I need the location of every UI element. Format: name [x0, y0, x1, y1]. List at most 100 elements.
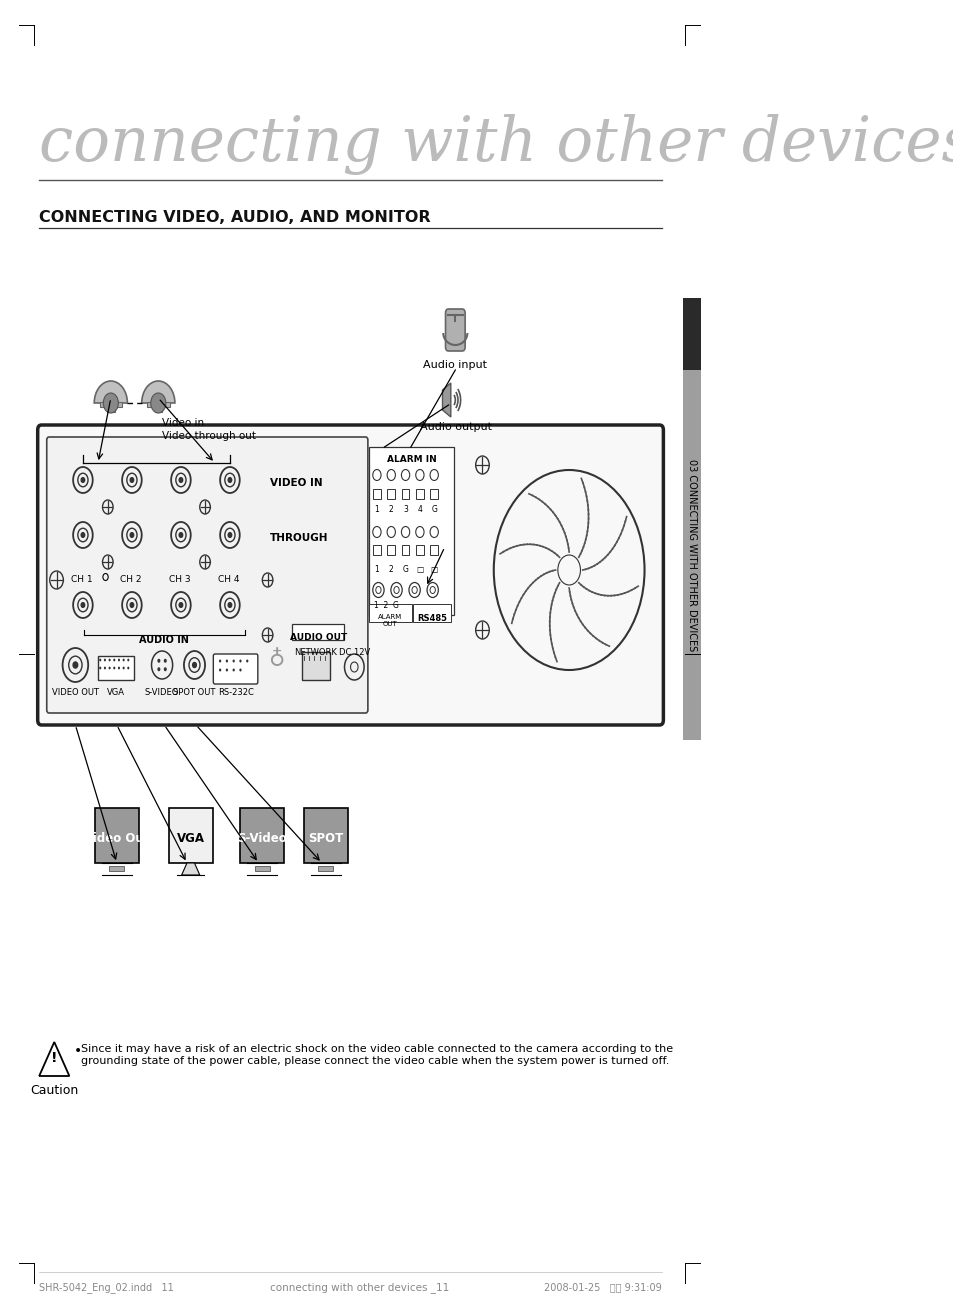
Text: DC 12V: DC 12V: [338, 647, 370, 657]
Circle shape: [226, 659, 228, 662]
Text: S-Video: S-Video: [237, 832, 287, 845]
Text: Audio input: Audio input: [423, 360, 487, 370]
Text: ALARM IN: ALARM IN: [386, 455, 436, 464]
Bar: [416, 489, 423, 498]
Bar: [369, 447, 454, 615]
Bar: [95, 808, 138, 863]
Circle shape: [109, 667, 111, 670]
Circle shape: [103, 392, 118, 413]
Circle shape: [99, 667, 101, 670]
Bar: [416, 545, 423, 555]
Bar: [154, 405, 162, 412]
Circle shape: [81, 532, 85, 538]
Text: !: !: [51, 1052, 57, 1065]
Text: 03 CONNECTING WITH OTHER DEVICES: 03 CONNECTING WITH OTHER DEVICES: [686, 459, 697, 651]
Bar: [254, 866, 270, 871]
Wedge shape: [142, 381, 174, 403]
Circle shape: [179, 477, 182, 483]
FancyBboxPatch shape: [445, 309, 465, 351]
Text: CONNECTING VIDEO, AUDIO, AND MONITOR: CONNECTING VIDEO, AUDIO, AND MONITOR: [39, 211, 431, 225]
Text: NETWORK: NETWORK: [294, 647, 337, 657]
Circle shape: [73, 662, 77, 668]
Polygon shape: [39, 1042, 70, 1076]
Circle shape: [113, 667, 115, 670]
Bar: [387, 545, 395, 555]
Text: 1: 1: [375, 565, 379, 574]
Wedge shape: [94, 381, 128, 403]
Text: CH 1: CH 1: [71, 576, 92, 583]
Text: 2: 2: [389, 505, 394, 514]
Circle shape: [228, 532, 232, 538]
Circle shape: [233, 659, 234, 662]
FancyBboxPatch shape: [213, 654, 257, 684]
Text: VGA: VGA: [107, 688, 125, 697]
Text: ♁: ♁: [268, 650, 285, 670]
Text: 2008-01-25   오전 9:31:09: 2008-01-25 오전 9:31:09: [543, 1282, 661, 1292]
Circle shape: [118, 667, 120, 670]
Text: 1: 1: [375, 505, 379, 514]
Bar: [169, 808, 213, 863]
Circle shape: [109, 659, 111, 662]
Text: AUDIO OUT: AUDIO OUT: [289, 633, 346, 642]
Text: Video in
Video through out: Video in Video through out: [162, 419, 255, 441]
Circle shape: [226, 668, 228, 671]
Text: RS485: RS485: [416, 613, 447, 623]
Circle shape: [233, 668, 234, 671]
Text: connecting with other devices _11: connecting with other devices _11: [270, 1282, 449, 1292]
Text: S-VIDEO: S-VIDEO: [145, 688, 179, 697]
Text: G: G: [402, 565, 408, 574]
Circle shape: [239, 659, 241, 662]
Text: ALARM
OUT: ALARM OUT: [378, 613, 402, 627]
Text: □: □: [416, 565, 423, 574]
Circle shape: [151, 392, 166, 413]
Text: □: □: [430, 565, 437, 574]
Circle shape: [219, 668, 221, 671]
Circle shape: [219, 659, 221, 662]
Text: AUDIO IN: AUDIO IN: [139, 634, 189, 645]
Circle shape: [122, 659, 125, 662]
Text: SPOT: SPOT: [308, 832, 343, 845]
Text: connecting with other devices: connecting with other devices: [39, 114, 953, 175]
Circle shape: [179, 532, 182, 538]
Circle shape: [81, 477, 85, 483]
Circle shape: [228, 603, 232, 607]
Text: 4: 4: [417, 505, 422, 514]
FancyBboxPatch shape: [47, 437, 368, 713]
Bar: [293, 624, 343, 640]
Bar: [99, 402, 122, 407]
Text: 1  2  G: 1 2 G: [374, 600, 398, 610]
Circle shape: [246, 659, 248, 662]
Circle shape: [130, 532, 133, 538]
Bar: [301, 651, 330, 680]
Bar: [387, 489, 395, 498]
Bar: [430, 545, 437, 555]
Bar: [373, 545, 380, 555]
Text: •: •: [73, 1044, 82, 1058]
Text: Caution: Caution: [30, 1084, 78, 1097]
FancyBboxPatch shape: [38, 425, 662, 725]
Text: VGA: VGA: [176, 832, 205, 845]
Text: CH 4: CH 4: [217, 576, 239, 583]
Circle shape: [130, 603, 133, 607]
Circle shape: [127, 659, 130, 662]
Circle shape: [228, 477, 232, 483]
Bar: [240, 808, 284, 863]
Bar: [107, 405, 114, 412]
Text: CH 3: CH 3: [169, 576, 190, 583]
Bar: [303, 808, 347, 863]
Text: G: G: [431, 505, 436, 514]
Text: Since it may have a risk of an electric shock on the video cable connected to th: Since it may have a risk of an electric …: [81, 1044, 673, 1066]
Text: SPOT OUT: SPOT OUT: [173, 688, 215, 697]
Circle shape: [113, 659, 115, 662]
Polygon shape: [181, 863, 199, 875]
Circle shape: [157, 667, 160, 671]
Bar: [401, 489, 409, 498]
Circle shape: [81, 603, 85, 607]
Circle shape: [193, 662, 196, 667]
Bar: [401, 545, 409, 555]
Bar: [430, 489, 437, 498]
Circle shape: [118, 659, 120, 662]
Circle shape: [130, 477, 133, 483]
Bar: [373, 489, 380, 498]
FancyBboxPatch shape: [98, 657, 134, 680]
